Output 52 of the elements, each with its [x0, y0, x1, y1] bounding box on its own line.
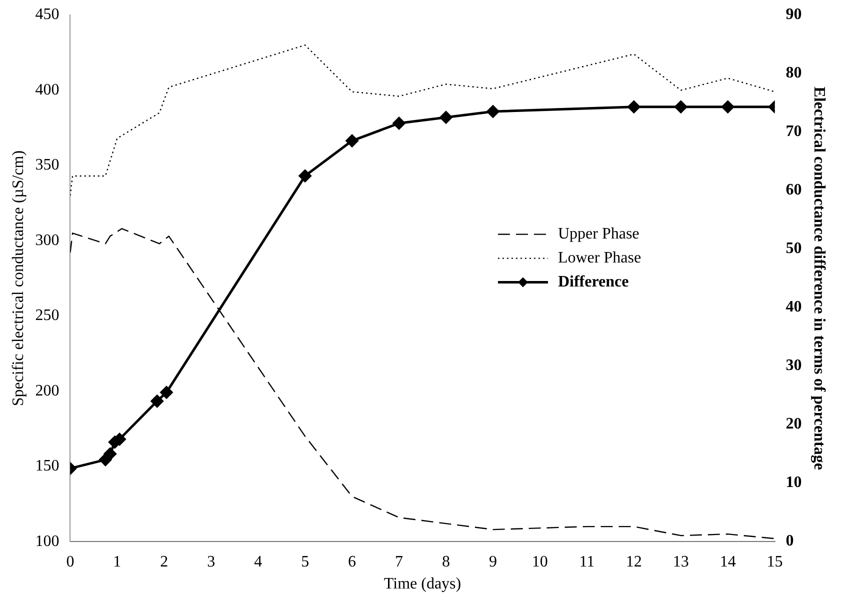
x-tick-label: 13 [672, 553, 689, 570]
legend-label: Lower Phase [558, 250, 642, 267]
point [440, 111, 452, 124]
line-series [70, 44, 775, 196]
y-tick-label: 400 [35, 81, 60, 98]
y2-tick-label: 30 [786, 357, 802, 374]
y2-axis-title: Electrical conductance difference in terms of percentage [810, 86, 828, 470]
y-tick-label: 250 [35, 307, 60, 324]
x-tick-label: 7 [395, 553, 404, 570]
point [150, 394, 164, 408]
x-tick-label: 6 [348, 553, 356, 570]
y-tick-label: 200 [35, 382, 60, 400]
y-tick-label: 150 [35, 458, 60, 475]
x-tick-label: 11 [579, 553, 595, 570]
x-tick-label: 8 [442, 553, 450, 570]
y-tick-label: 100 [35, 532, 60, 550]
y2-tick-label: 20 [786, 416, 802, 433]
x-tick-label: 10 [532, 553, 548, 570]
point [722, 100, 734, 114]
y-axis-title: Specific electrical conductance (µS/cm) [10, 150, 27, 406]
point [628, 100, 640, 114]
point [346, 134, 358, 148]
legend-label: Difference [558, 273, 629, 290]
y2-tick-label: 90 [786, 6, 802, 24]
y2-tick-label: 60 [786, 182, 802, 199]
y-tick-label: 450 [35, 6, 60, 24]
y2-tick-label: 70 [786, 123, 802, 140]
y2-tick-label: 80 [786, 64, 802, 82]
x-tick-label: 12 [626, 553, 642, 570]
x-tick-label: 3 [207, 553, 216, 570]
x-axis-title: Time (days) [384, 576, 462, 593]
point [160, 386, 173, 399]
x-tick-label: 4 [254, 553, 262, 570]
y-tick-label: 300 [35, 232, 60, 249]
x-tick-label: 14 [720, 553, 736, 570]
y2-tick-label: 0 [786, 532, 794, 550]
point [392, 116, 406, 130]
x-tick-label: 0 [66, 553, 74, 570]
x-tick-label: 15 [766, 553, 783, 570]
point [674, 100, 688, 114]
x-tick-label: 2 [160, 553, 168, 570]
x-tick-label: 9 [488, 553, 497, 570]
y2-tick-label: 50 [786, 240, 802, 258]
point [298, 170, 312, 182]
y-tick-label: 350 [35, 156, 60, 174]
legend-label: Upper Phase [558, 226, 640, 243]
y2-tick-label: 10 [786, 474, 802, 492]
x-tick-label: 1 [113, 553, 122, 570]
point [486, 105, 500, 118]
point [104, 448, 116, 460]
y2-tick-label: 40 [786, 298, 802, 316]
x-tick-label: 5 [301, 553, 310, 570]
